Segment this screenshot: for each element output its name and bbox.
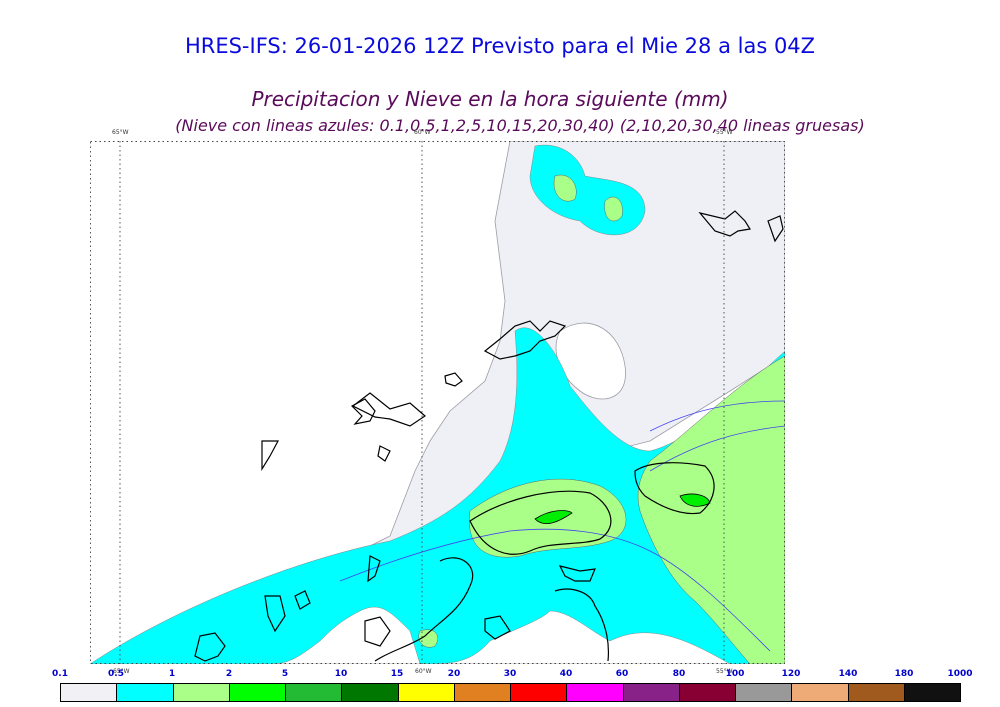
snow-contour-1 — [339, 528, 771, 652]
colorbar-label: 80 — [672, 669, 686, 679]
precip-colorbar — [60, 683, 961, 702]
colorbar-label: 30 — [503, 669, 517, 679]
colorbar-swatch — [117, 684, 174, 701]
colorbar-label: 0.5 — [108, 669, 124, 679]
graticule — [90, 141, 785, 664]
colorbar-swatch — [454, 684, 511, 701]
colorbar-label: 2 — [225, 669, 233, 679]
colorbar-swatch — [623, 684, 680, 701]
colorbar-label: 5 — [281, 669, 289, 679]
colorbar-label: 100 — [725, 669, 745, 679]
precip-area-green-east — [637, 355, 785, 664]
colorbar-swatch — [792, 684, 849, 701]
colorbar-label: 20 — [447, 669, 461, 679]
colorbar-label: 15 — [390, 669, 404, 679]
colorbar-swatch — [342, 684, 399, 701]
colorbar-label: 40 — [559, 669, 573, 679]
colorbar-label: 180 — [894, 669, 914, 679]
colorbar-swatch — [61, 684, 118, 701]
snow-contour-note: (Nieve con lineas azules: 0.1,0.5,1,2,5,… — [175, 116, 865, 135]
chart-title: HRES-IFS: 26-01-2026 12Z Previsto para e… — [184, 34, 816, 58]
colorbar-label: 120 — [781, 669, 801, 679]
colorbar-swatch — [848, 684, 905, 701]
precipitation-map — [90, 141, 785, 664]
coastlines — [194, 210, 784, 662]
colorbar-label: 140 — [838, 669, 858, 679]
chart-subtitle: Precipitacion y Nieve en la hora siguien… — [251, 87, 729, 111]
lon-label-top-65w: 65°W — [112, 129, 129, 136]
colorbar-label: 60 — [615, 669, 629, 679]
lon-label-bottom-55w: 55°W — [716, 668, 733, 675]
precip-area-bright-green-2 — [679, 493, 711, 507]
colorbar-swatch — [286, 684, 343, 701]
colorbar-label: 10 — [334, 669, 348, 679]
lon-label-top-55w: 55°W — [716, 129, 733, 136]
lon-label-bottom-65w: 65°W — [113, 668, 130, 675]
colorbar-swatch — [567, 684, 624, 701]
precip-area-green-north2 — [604, 196, 623, 222]
colorbar-swatch — [511, 684, 568, 701]
lon-label-bottom-60w: 60°W — [415, 668, 432, 675]
precip-area-bright-green-1 — [534, 510, 573, 525]
precip-area-green-north1 — [553, 174, 577, 202]
colorbar-swatch — [398, 684, 455, 701]
colorbar-swatch — [173, 684, 230, 701]
colorbar-swatch — [736, 684, 793, 701]
colorbar-swatch — [904, 684, 960, 701]
precip-area-cyan-main — [90, 327, 785, 664]
snow-contour-3 — [649, 425, 785, 472]
colorbar-label: 0.1 — [52, 669, 68, 679]
colorbar-label: 1000 — [947, 669, 973, 679]
colorbar-swatch — [229, 684, 286, 701]
lon-label-top-60w: 60°W — [414, 129, 431, 136]
colorbar-label: 1 — [168, 669, 176, 679]
snow-contour-2 — [649, 400, 785, 432]
colorbar-swatch — [679, 684, 736, 701]
